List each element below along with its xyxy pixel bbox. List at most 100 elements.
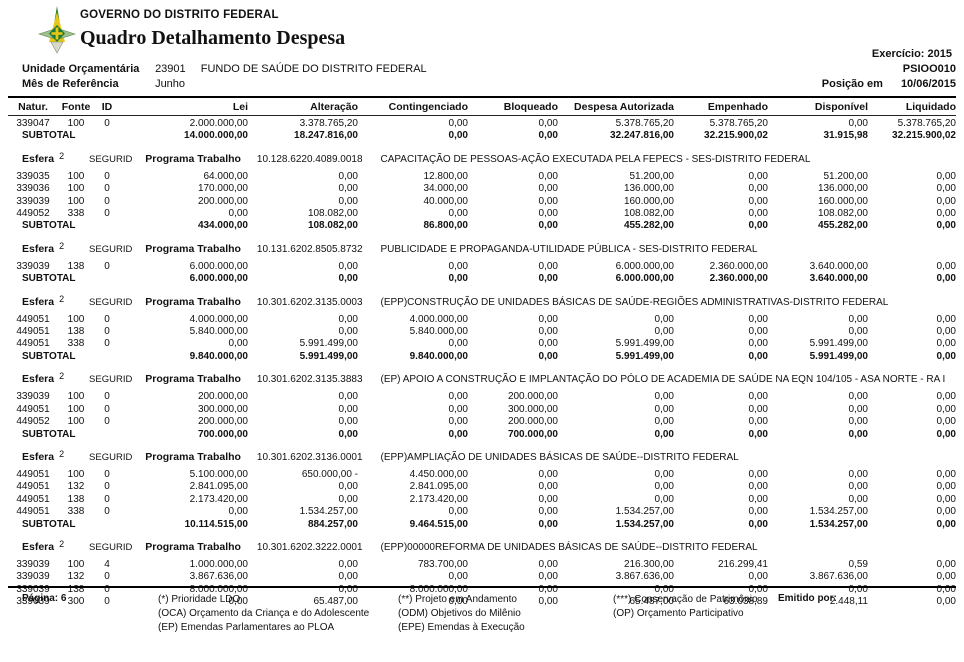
position-date-value: 10/06/2015 bbox=[900, 78, 956, 90]
cell-bloqueado: 0,00 bbox=[538, 326, 558, 338]
page-number-value: 6 bbox=[60, 593, 67, 604]
cell-fonte: 100 bbox=[67, 118, 85, 129]
cell-liquidado: 0,00 bbox=[936, 468, 956, 480]
cell-fonte: 338 bbox=[67, 208, 85, 220]
cell-bloqueado: 0,00 bbox=[538, 583, 558, 595]
legend-item: (**) Projeto em Andamento bbox=[398, 594, 517, 605]
cell-empenhado: 63.038,89 bbox=[723, 596, 769, 608]
subtotal-row: SUBTOTAL 700.000,00 0,00 0,00 700.000,00… bbox=[8, 429, 956, 441]
cell-natur: 339035 bbox=[16, 170, 50, 182]
cell-disponivel: 0,00 bbox=[848, 481, 868, 493]
gdf-coat-of-arms-icon bbox=[38, 6, 76, 54]
cell-bloqueado: 0,00 bbox=[538, 170, 558, 182]
cell-fonte: 132 bbox=[67, 481, 85, 493]
cell-alteracao: 1.534.257,00 bbox=[299, 506, 358, 518]
cell-natur: 449051 bbox=[16, 403, 50, 415]
table-row: 339035 100 0 64.000,00 0,00 12.800,00 0,… bbox=[8, 171, 956, 183]
cell-alteracao: 5.991.499,00 bbox=[299, 338, 358, 350]
cell-liquidado: 0,00 bbox=[936, 220, 956, 232]
cell-natur: 339036 bbox=[16, 183, 50, 195]
cell-alteracao: 0,00 bbox=[338, 558, 358, 570]
cell-contingenciado: 4.450.000,00 bbox=[409, 468, 468, 480]
cell-empenhado: 0,00 bbox=[748, 481, 768, 493]
work-program-label: Programa Trabalho bbox=[145, 373, 241, 386]
cell-natur: 449051 bbox=[16, 338, 50, 350]
cell-lei: 6.000.000,00 bbox=[189, 260, 248, 272]
table-column-headers: Natur. Fonte ID Lei Alteração Contingenc… bbox=[8, 100, 956, 115]
cell-lei: 2.173.420,00 bbox=[189, 493, 248, 505]
cell-alteracao: 5.991.499,00 bbox=[299, 350, 358, 362]
cell-liquidado: 0,00 bbox=[936, 428, 956, 440]
cell-bloqueado: 0,00 bbox=[538, 506, 558, 518]
cell-fonte: 100 bbox=[67, 313, 85, 325]
cell-id: 0 bbox=[104, 326, 110, 338]
cell-liquidado: 0,00 bbox=[936, 260, 956, 272]
cell-contingenciado: 4.000.000,00 bbox=[409, 313, 468, 325]
esfera-label: Esfera bbox=[22, 242, 55, 255]
program-section-header: Esfera 2 SEGURID Programa Trabalho 10.301… bbox=[8, 369, 956, 387]
budget-unit-name: FUNDO DE SAÚDE DO DISTRITO FEDERAL bbox=[200, 63, 427, 75]
cell-despesa-autorizada: 0,00 bbox=[654, 468, 674, 480]
reference-month-row: Mês de Referência Junho Posição em 10/06… bbox=[8, 78, 956, 90]
cell-contingenciado: 2.173.420,00 bbox=[409, 493, 468, 505]
budget-unit: Unidade Orçamentária 23901 FUNDO DE SAÚD… bbox=[22, 63, 427, 75]
expense-table-body: 339047 100 0 2.000.000,00 3.378.765,20 0… bbox=[8, 118, 956, 609]
work-program-code: 10.301.6202.3135.3883 bbox=[256, 374, 363, 386]
cell-id: 0 bbox=[104, 571, 110, 583]
cell-contingenciado: 0,00 bbox=[448, 428, 468, 440]
cell-id: 0 bbox=[104, 416, 110, 428]
cell-bloqueado: 0,00 bbox=[538, 260, 558, 272]
cell-fonte: 138 bbox=[67, 583, 85, 595]
cell-bloqueado: 0,00 bbox=[538, 493, 558, 505]
cell-disponivel: 5.991.499,00 bbox=[809, 338, 868, 350]
cell-contingenciado: 9.840.000,00 bbox=[409, 350, 468, 362]
cell-empenhado: 0,00 bbox=[748, 518, 768, 530]
cell-empenhado: 0,00 bbox=[748, 208, 768, 220]
work-program-label: Programa Trabalho bbox=[145, 242, 241, 255]
program-section-header: Esfera 2 SEGURID Programa Trabalho 10.301… bbox=[8, 447, 956, 465]
cell-bloqueado: 200.000,00 bbox=[507, 416, 558, 428]
table-row: 339039 100 0 200.000,00 0,00 0,00 200.00… bbox=[8, 391, 956, 403]
cell-natur: 449051 bbox=[16, 506, 50, 518]
cell-disponivel: 1.534.257,00 bbox=[809, 518, 868, 530]
cell-alteracao: 65.487,00 bbox=[313, 596, 359, 608]
cell-fonte: 338 bbox=[67, 338, 85, 350]
cell-contingenciado: 2.841.095,00 bbox=[409, 481, 468, 493]
cell-disponivel: 0,00 bbox=[848, 313, 868, 325]
cell-lei: 2.841.095,00 bbox=[189, 481, 248, 493]
cell-natur: 449051 bbox=[16, 326, 50, 338]
cell-disponivel: 5.991.499,00 bbox=[809, 350, 868, 362]
cell-liquidado: 0,00 bbox=[936, 506, 956, 518]
cell-id: 0 bbox=[104, 391, 110, 403]
cell-disponivel: 0,00 bbox=[848, 326, 868, 338]
cell-empenhado: 0,00 bbox=[748, 313, 768, 325]
cell-despesa-autorizada: 0,00 bbox=[654, 391, 674, 403]
cell-bloqueado: 0,00 bbox=[538, 468, 558, 480]
cell-fonte: 100 bbox=[67, 170, 85, 182]
cell-alteracao: 650.000,00 - bbox=[301, 468, 358, 480]
cell-fonte: 138 bbox=[67, 260, 85, 272]
work-program-description: PUBLICIDADE E PROPAGANDA-UTILIDADE PÚBLI… bbox=[380, 243, 758, 255]
col-header-despesa-autorizada: Despesa Autorizada bbox=[574, 101, 674, 113]
cell-contingenciado: 0,00 bbox=[448, 273, 468, 285]
cell-empenhado: 0,00 bbox=[748, 326, 768, 338]
table-row: 339047 100 0 2.000.000,00 3.378.765,20 0… bbox=[8, 118, 956, 130]
cell-despesa-autorizada: 0,00 bbox=[654, 326, 674, 338]
work-program-description: (EPP)AMPLIAÇÃO DE UNIDADES BÁSICAS DE SA… bbox=[380, 451, 739, 463]
cell-empenhado: 0,00 bbox=[748, 391, 768, 403]
cell-id: 0 bbox=[104, 118, 110, 129]
work-program-code: 10.128.6220.4089.0018 bbox=[256, 153, 363, 165]
work-program-description: CAPACITAÇÃO DE PESSOAS-AÇÃO EXECUTADA PE… bbox=[380, 153, 811, 165]
subtotal-row: SUBTOTAL 10.114.515,00 884.257,00 9.464.… bbox=[8, 519, 956, 531]
cell-disponivel: 2.448,11 bbox=[829, 596, 868, 608]
cell-alteracao: 0,00 bbox=[338, 416, 358, 428]
cell-bloqueado: 0,00 bbox=[538, 558, 558, 570]
cell-fonte: 100 bbox=[67, 403, 85, 415]
cell-lei: 5.100.000,00 bbox=[189, 468, 248, 480]
brand-block: GOVERNO DO DISTRITO FEDERAL Quadro Detal… bbox=[80, 0, 956, 50]
subtotal-label: SUBTOTAL bbox=[22, 350, 76, 362]
table-row: 449051 338 0 0,00 1.534.257,00 0,00 0,00… bbox=[8, 506, 956, 518]
cell-disponivel: 51.200,00 bbox=[823, 170, 869, 182]
cell-bloqueado: 0,00 bbox=[538, 118, 558, 129]
cell-contingenciado: 9.464.515,00 bbox=[409, 518, 468, 530]
